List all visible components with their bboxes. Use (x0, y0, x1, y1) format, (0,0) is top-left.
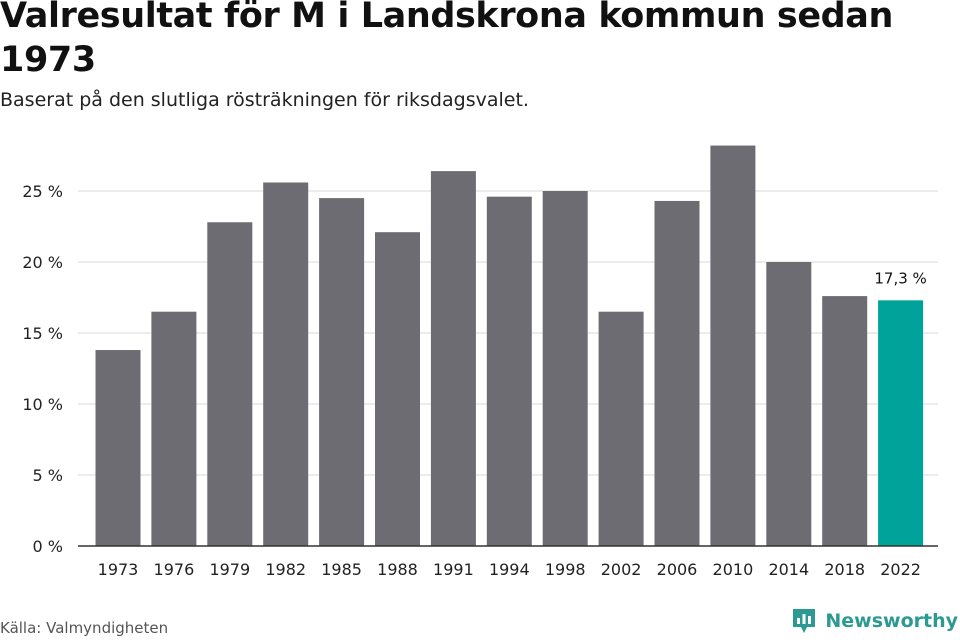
bar-1979 (207, 222, 253, 547)
brand-logo[interactable]: Newsworthy (791, 606, 958, 636)
bar-2014 (766, 262, 812, 546)
x-tick-label: 1991 (433, 560, 474, 579)
x-tick-label: 2006 (657, 560, 698, 579)
bar-chart: 0 %5 %10 %15 %20 %25 % 1973 1976 1979 1982 1… (22, 145, 938, 579)
bar-2022 (878, 300, 924, 546)
data-label: 17,3 % (874, 269, 926, 287)
newsworthy-logo-icon (793, 609, 816, 633)
x-tick-label: 2014 (768, 560, 809, 579)
bar-1973 (95, 350, 141, 546)
brand-name: Newsworthy (825, 610, 958, 632)
x-tick-label: 2018 (824, 560, 865, 579)
x-axis-ticks: 1973 1976 1979 1982 1985 1988 1991 1994 1998 2002… (98, 560, 921, 579)
x-tick-label: 1973 (98, 560, 139, 579)
bar-1976 (151, 311, 197, 546)
chart-subtitle: Baserat på den slutliga rösträkningen fö… (0, 89, 529, 111)
x-tick-label: 1985 (321, 560, 362, 579)
y-tick-label: 10 % (22, 395, 63, 414)
x-tick-label: 1998 (545, 560, 586, 579)
bar-1998 (542, 191, 588, 546)
bar-1982 (263, 182, 309, 547)
bar-1985 (319, 198, 365, 546)
bar-2006 (654, 200, 700, 546)
bar-1994 (486, 196, 532, 546)
y-tick-label: 25 % (22, 182, 63, 201)
bar-1991 (430, 171, 476, 546)
y-tick-label: 15 % (22, 324, 63, 343)
x-tick-label: 2010 (713, 560, 754, 579)
data-labels: 17,3 % (874, 269, 926, 287)
y-tick-label: 0 % (33, 537, 63, 556)
bar-2010 (710, 145, 756, 546)
x-tick-label: 2022 (880, 560, 921, 579)
y-tick-label: 5 % (33, 466, 63, 485)
x-tick-label: 1994 (489, 560, 530, 579)
source-note: Källa: Valmyndigheten (0, 619, 169, 637)
bar-2018 (822, 296, 868, 546)
bar-2002 (598, 311, 644, 546)
x-tick-label: 1988 (377, 560, 418, 579)
y-axis-ticks: 0 % 5 % 10 % 15 % 20 % 25 % (22, 182, 63, 556)
y-tick-label: 20 % (22, 253, 63, 272)
x-tick-label: 1982 (265, 560, 306, 579)
x-tick-label: 1979 (209, 560, 250, 579)
x-tick-label: 2002 (601, 560, 642, 579)
chart-title: Valresultat för M i Landskrona kommun se… (0, 0, 894, 80)
x-tick-label: 1976 (154, 560, 195, 579)
bars (95, 145, 924, 547)
bar-1988 (375, 232, 420, 546)
